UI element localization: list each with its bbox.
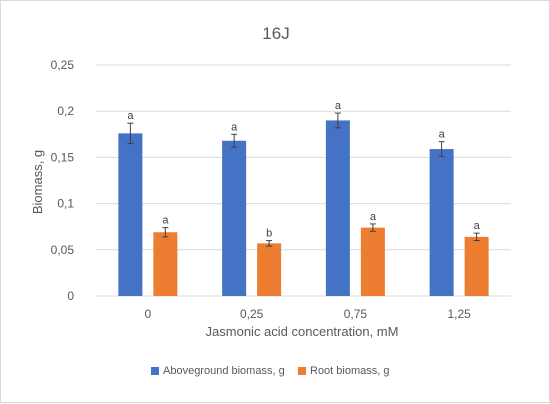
x-axis-ticks: 0 0,25 0,75 1,25: [145, 307, 472, 321]
bar: [360, 227, 385, 296]
significance-label: b: [266, 228, 272, 240]
y-tick-label: 0,2: [57, 104, 74, 118]
significance-label: a: [439, 129, 446, 141]
bar: [118, 133, 143, 296]
x-tick-label: 0,25: [240, 307, 264, 321]
legend-swatch: [298, 367, 306, 375]
significance-label: a: [127, 110, 134, 122]
legend-swatch: [151, 367, 159, 375]
y-axis-ticks: 0 0,05 0,1 0,15 0,2 0,25: [51, 58, 75, 303]
legend-label: Root biomass, g: [310, 365, 389, 377]
x-tick-label: 1,25: [447, 307, 471, 321]
y-tick-label: 0,15: [51, 150, 75, 164]
significance-label: a: [335, 100, 342, 112]
bar: [464, 236, 489, 296]
bars: a a a b a a a a: [118, 100, 489, 296]
x-tick-label: 0,75: [344, 307, 368, 321]
bar: [429, 149, 454, 296]
significance-label: a: [162, 215, 169, 227]
y-tick-label: 0: [67, 289, 74, 303]
y-axis-title: Biomass, g: [30, 150, 45, 214]
x-axis-title: Jasmonic acid concentration, mM: [206, 324, 399, 339]
legend-label: Aboveground biomass, g: [163, 365, 285, 377]
bar: [325, 120, 350, 296]
bar: [257, 243, 282, 296]
bar: [222, 140, 247, 296]
x-tick-label: 0: [145, 307, 152, 321]
significance-label: a: [370, 211, 377, 223]
legend: Aboveground biomass, g Root biomass, g: [151, 365, 389, 377]
chart-title: 16J: [262, 24, 289, 43]
bar: [153, 232, 178, 296]
y-tick-label: 0,1: [57, 197, 74, 211]
y-tick-label: 0,05: [51, 243, 75, 257]
significance-label: a: [231, 121, 238, 133]
y-tick-label: 0,25: [51, 58, 75, 72]
significance-label: a: [474, 220, 481, 232]
